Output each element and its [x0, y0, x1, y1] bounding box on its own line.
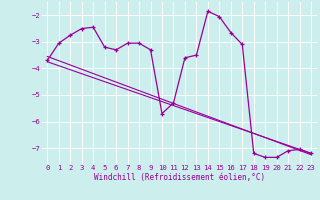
X-axis label: Windchill (Refroidissement éolien,°C): Windchill (Refroidissement éolien,°C) [94, 173, 265, 182]
